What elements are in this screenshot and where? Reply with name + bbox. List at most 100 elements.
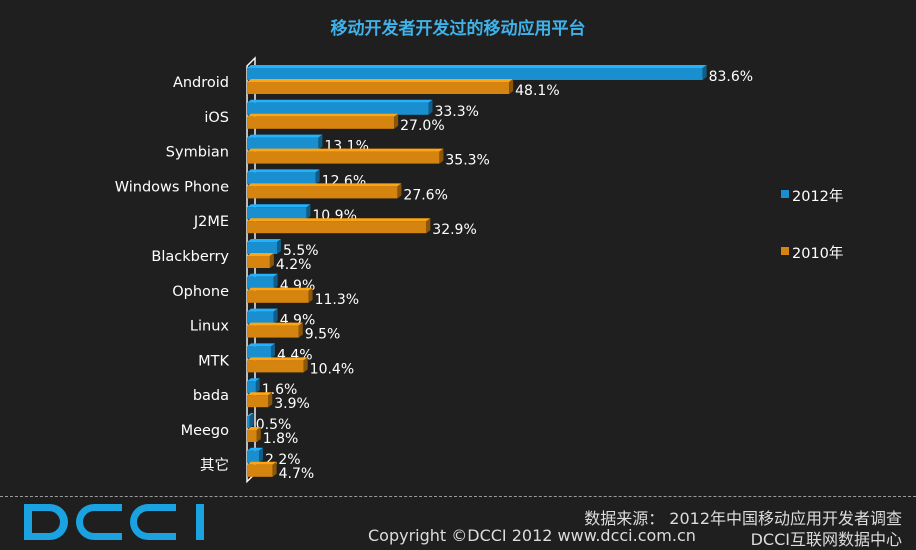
bar-top-face [247,99,433,103]
bar-top-face [247,204,311,208]
category-label: Linux [190,319,229,335]
bar-side-face [258,447,263,463]
category-label: Windows Phone [115,179,229,195]
bar-top-face [247,183,402,187]
data-label: 1.8% [263,431,299,447]
bar [247,325,299,338]
footer-divider [0,496,916,497]
legend-label: 2010年 [792,245,843,262]
category-label: Ophone [172,284,229,300]
data-label: 10.4% [310,361,354,377]
bar [247,430,257,442]
bar-top-face [247,273,278,277]
bar-top-face [247,461,277,465]
bar-side-face [298,322,303,338]
bar [247,276,274,289]
bar-top-face [247,253,274,256]
bar-top-face [247,148,444,152]
category-label: J2ME [193,214,229,230]
bar [247,464,273,477]
bar-side-face [272,461,277,477]
bar [247,395,269,408]
bar-top-face [247,308,278,312]
data-label: 35.3% [445,153,489,169]
bar-side-face [318,134,323,150]
bar-side-face [308,287,313,303]
bar [247,207,307,220]
bar-top-face [247,65,707,68]
company-name: DCCI互联网数据中心 [750,530,902,549]
legend-swatch [781,190,789,198]
category-label: 其它 [200,456,229,474]
bar-side-face [273,273,278,289]
category-label: bada [193,388,229,404]
bar-side-face [315,169,320,185]
bar-side-face [269,253,274,268]
bar-side-face [270,343,275,359]
bar-top-face [247,79,514,82]
bar [247,416,250,428]
bar-top-face [247,378,260,382]
data-source: 数据来源： 2012年中国移动应用开发者调查 [584,509,902,528]
bar [247,221,427,234]
bar [247,82,510,94]
bar-top-face [247,113,399,117]
data-label: 27.6% [403,187,447,203]
bar-top-face [247,218,431,222]
bar [247,172,316,185]
bar-side-face [249,413,254,428]
category-label: Symbian [166,145,229,161]
bar-top-face [247,392,273,396]
bar-side-face [306,204,311,220]
bar-top-face [247,287,313,291]
bar-top-face [247,343,275,347]
bar [247,290,309,303]
bar [247,242,277,254]
bar-side-face [268,392,273,408]
bar [247,311,274,324]
data-label: 9.5% [305,327,341,343]
bar [247,346,271,359]
category-label: Blackberry [151,249,229,265]
chart-title: 移动开发者开发过的移动应用平台 [330,19,586,39]
data-label: 27.0% [400,118,444,134]
category-label: MTK [198,353,229,369]
bar [247,116,395,129]
copyright-text: Copyright ©DCCI 2012 www.dcci.com.cn [368,526,696,545]
bar-side-face [397,183,402,199]
dcci-logo [24,502,224,546]
bar [247,381,256,394]
bar [247,186,398,199]
data-label: 5.5% [283,243,319,259]
bar-top-face [247,134,323,138]
bar-top-face [247,447,263,451]
data-label: 48.1% [515,83,559,99]
category-label: Meego [181,423,230,439]
data-label: 4.7% [279,466,315,482]
legend-label: 2012年 [792,188,843,205]
category-label: Android [173,75,229,91]
bar [247,68,703,80]
bar-side-face [702,65,707,80]
bar-side-face [256,427,261,442]
data-label: 4.2% [276,257,312,273]
bar [247,151,440,164]
category-label: iOS [204,110,229,126]
bar-top-face [247,322,303,326]
bar-top-face [247,239,281,242]
bar-side-face [276,239,281,254]
bar [247,137,319,150]
bar [247,450,259,463]
data-label: 33.3% [434,104,478,120]
bar-side-face [509,79,514,94]
bar [247,256,270,268]
bar-side-face [255,378,260,394]
bar-chart: Android 83.6%48.1%iOS 33.3%27.0%Symbian 13.… [115,56,843,484]
bar-side-face [394,113,399,129]
data-label: 3.9% [274,396,310,412]
data-label: 0.5% [256,417,292,433]
data-label: 11.3% [315,292,359,308]
bar-top-face [247,357,308,361]
bar-side-face [303,357,308,373]
